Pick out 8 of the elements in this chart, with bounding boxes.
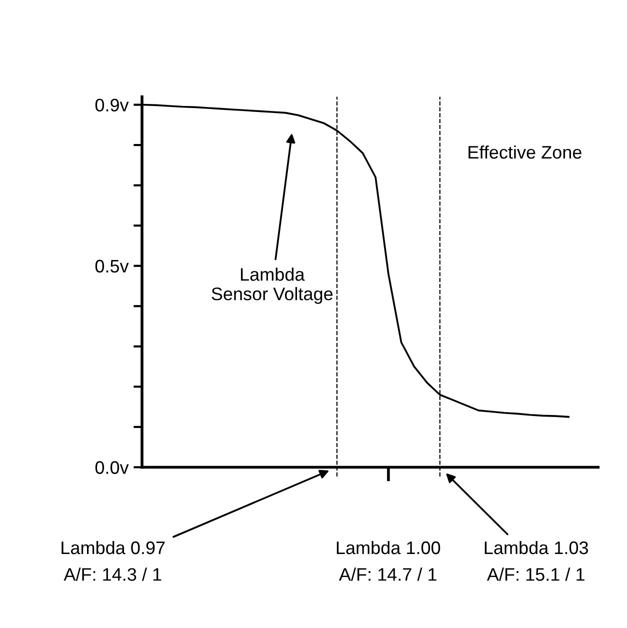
text: Lambda 0.97 A/F: 14.3 / 1 (62, 540, 165, 581)
y-tick-label: 0.9v (95, 98, 129, 112)
y-tick-label: 0.0v (95, 461, 129, 474)
text: Lambda 1.00 A/F: 14.7 / 1 (336, 540, 440, 581)
annotation: Lambda Sensor Voltage (212, 268, 333, 304)
text: Lambda 1.03 A/F: 15.1 / 1 (484, 540, 588, 581)
y-tick-label: 0.5v (95, 260, 129, 273)
annotation: Effective Zone (468, 145, 582, 159)
